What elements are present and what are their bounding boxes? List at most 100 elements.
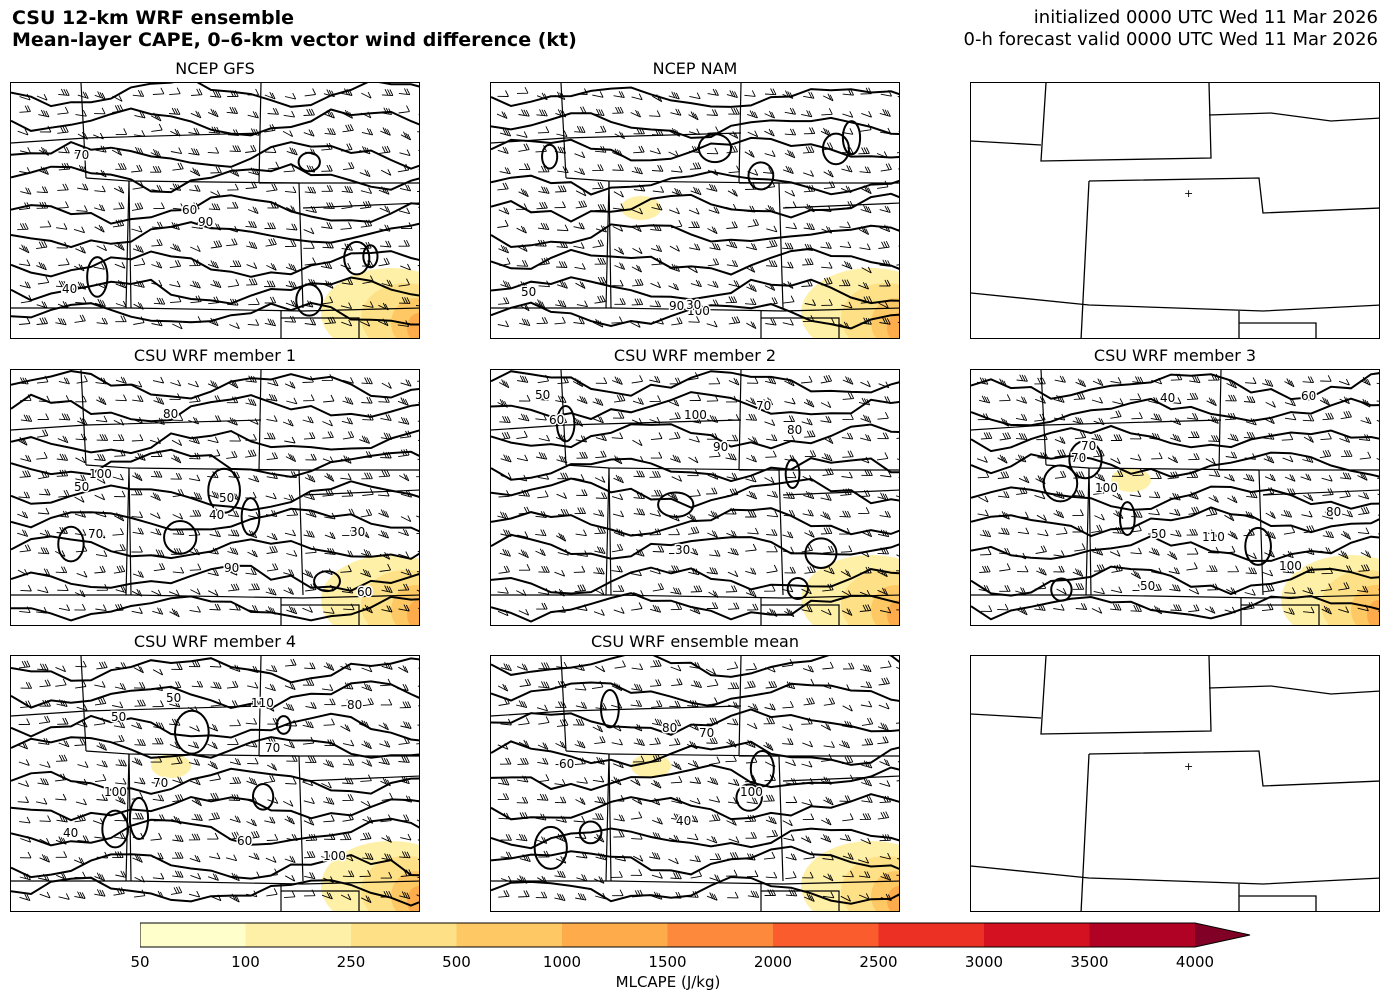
wind-barb [1377,477,1379,479]
wind-barb [380,871,393,879]
wind-barb [18,660,31,669]
shear-contour [491,681,899,708]
wind-barb [207,436,219,444]
shear-contour [343,240,371,276]
wind-barb [112,473,124,481]
shear-contour [533,825,568,870]
colorbar [140,922,1251,948]
wind-barb [1338,378,1350,386]
wind-barb [822,661,834,670]
wind-barb [744,680,756,689]
wind-barb [1016,486,1028,495]
wind-barb [707,258,720,267]
wind-barb [782,531,794,539]
title-line-1: CSU 12-km WRF ensemble [12,7,294,29]
contour-label: 30 [675,543,690,557]
wind-barb [803,490,815,500]
wind-barb [1206,529,1218,538]
wind-barb [595,125,607,134]
wind-barb [361,472,373,480]
wind-barb [652,718,664,727]
wind-barb [652,817,663,825]
wind-barb [997,454,1008,464]
wind-barb [1170,433,1182,443]
wind-barb [58,413,71,421]
wind-barb [1053,550,1065,557]
wind-barb [977,509,989,517]
wind-barb [172,834,184,842]
wind-barb [227,183,239,191]
wind-barb [340,833,352,841]
wind-barb [782,700,794,709]
wind-barb [20,681,33,689]
wind-barb [859,166,871,174]
wind-barb [573,317,585,325]
shear-contour [1118,501,1136,536]
wind-barb [575,701,588,709]
wind-barb [132,472,143,482]
wind-barb [839,221,851,229]
wind-barb [416,515,419,518]
wind-barb [282,130,294,137]
contour-label: 60 [559,757,574,771]
wind-barb [283,702,295,711]
wind-barb [190,588,201,596]
contour-label: 90 [198,215,213,229]
wind-barb [669,412,681,420]
wind-barb [707,280,719,288]
wind-barb [320,261,333,270]
wind-barb [1245,567,1258,575]
wind-barb [706,487,718,495]
wind-barb [114,241,125,251]
wind-barb [896,152,899,154]
wind-barb [132,89,145,97]
wind-barb [115,162,127,170]
wind-barb [94,889,106,897]
contour-label: 100 [1095,481,1118,495]
wind-barb [283,110,296,118]
wind-barb [728,836,740,844]
wind-barb [688,526,700,535]
wind-barb [574,584,587,593]
wind-barb [687,547,699,556]
wind-barb [172,566,185,574]
contour-label: 40 [676,814,691,828]
wind-barb [498,206,510,215]
wind-barb [1110,410,1122,419]
wind-barb [286,147,298,156]
wind-barb [728,778,740,786]
wind-barb [132,395,144,403]
wind-barb [668,528,680,536]
wind-barb [745,567,757,575]
wind-barb [782,724,794,731]
wind-barb [576,395,588,405]
wind-barb [113,512,125,522]
wind-barb [898,379,899,381]
wind-barb [1338,606,1350,614]
wind-barb [631,663,644,671]
wind-barb [304,473,316,483]
wind-barb [1129,393,1142,401]
wind-barb [896,458,899,460]
wind-barb [861,185,872,195]
wind-barb [39,891,51,899]
wind-barb [340,724,351,732]
wind-barb [398,776,410,785]
wind-barb [518,890,530,898]
wind-barb [838,740,851,749]
wind-barb [765,318,777,326]
wind-barb [785,853,797,861]
wind-barb [726,869,738,877]
wind-barb [1357,527,1370,535]
wind-barb [728,701,740,709]
wind-barb [499,431,511,441]
wind-barb [612,164,624,171]
shear-contour [297,151,321,173]
forecast-map-panel: 90 100 70 80 60 50 40 50 30 [10,369,420,626]
wind-barb [555,395,567,404]
wind-barb [500,834,512,841]
wind-barb [613,814,625,822]
wind-barb [227,510,240,518]
wind-barb [801,110,813,118]
wind-barb [879,510,891,518]
